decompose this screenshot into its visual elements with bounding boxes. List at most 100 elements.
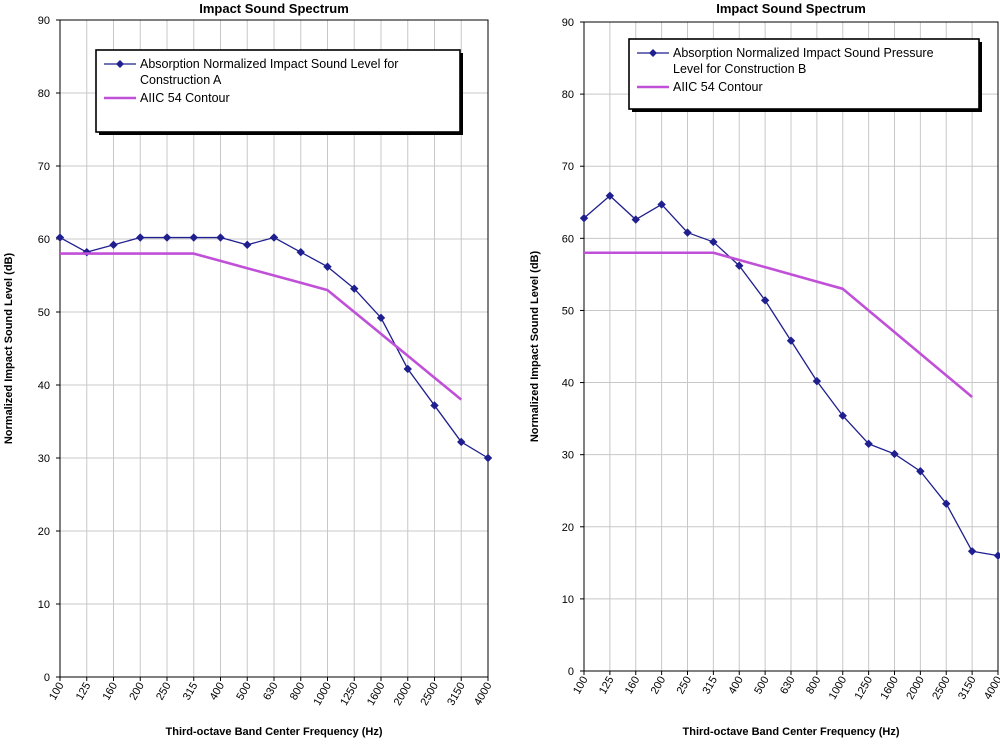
- y-tick-label: 0: [44, 672, 50, 684]
- x-tick-label: 160: [101, 681, 121, 703]
- contour-line: [584, 251, 973, 398]
- x-tick-label: 1250: [338, 681, 361, 708]
- x-tick-label: 630: [778, 675, 798, 697]
- x-axis-label: Third-octave Band Center Frequency (Hz): [683, 726, 900, 738]
- legend-entry-text: Absorption Normalized Impact Sound Press…: [673, 46, 934, 60]
- x-tick-label: 200: [649, 675, 669, 697]
- x-tick-label: 800: [804, 675, 824, 697]
- data-point: [430, 401, 439, 410]
- x-tick-label: 250: [154, 681, 174, 703]
- x-tick-label: 2500: [418, 681, 441, 708]
- data-point: [350, 284, 359, 293]
- y-tick-label: 10: [38, 599, 50, 611]
- data-point: [216, 233, 225, 242]
- data-point: [812, 376, 822, 386]
- data-point: [657, 200, 666, 209]
- data-point: [136, 233, 145, 242]
- y-tick-label: 10: [562, 594, 574, 606]
- data-point: [993, 551, 1000, 560]
- legend: Absorption Normalized Impact Sound Level…: [95, 49, 463, 135]
- x-tick-label: 315: [700, 675, 720, 697]
- contour-line: [60, 252, 463, 401]
- chart-construction-b: Impact Sound Spectrum 0 10 20 30 40 50 60 70 80 90…: [520, 0, 1000, 741]
- x-tick-label: 125: [74, 681, 94, 703]
- y-tick-label: 80: [562, 89, 574, 101]
- legend-box: [95, 49, 461, 133]
- y-tick-label: 80: [38, 88, 50, 100]
- y-tick-label: 40: [38, 380, 50, 392]
- chart-construction-a: Impact Sound Spectrum 0 10 20 30 40 50 60 70 80 90…: [0, 0, 500, 741]
- x-tick-label: 315: [181, 681, 201, 703]
- x-tick-label: 250: [675, 675, 695, 697]
- data-point: [162, 233, 172, 242]
- y-tick-label: 50: [562, 305, 574, 317]
- y-tick-label: 0: [568, 666, 574, 678]
- y-tick-label: 50: [38, 307, 50, 319]
- data-point: [376, 313, 386, 323]
- x-tick-label: 800: [288, 681, 308, 703]
- x-tick-label: 4000: [982, 675, 1000, 702]
- x-tick-label: 630: [261, 681, 281, 703]
- data-point: [243, 240, 252, 250]
- legend-entry-text: Absorption Normalized Impact Sound Level…: [140, 57, 398, 71]
- data-point: [605, 191, 615, 200]
- data-point: [683, 228, 692, 237]
- series-measured: [55, 233, 493, 463]
- x-tick-label: 160: [623, 675, 643, 697]
- legend-swatch-marker: [649, 49, 657, 57]
- data-point: [786, 336, 796, 345]
- series-aiic-contour: [60, 252, 463, 401]
- x-tick-label: 500: [234, 681, 254, 703]
- y-tick-label: 40: [562, 378, 574, 390]
- x-tick-label: 500: [752, 675, 772, 697]
- x-tick-label: 1250: [853, 675, 876, 702]
- legend-box: [628, 38, 980, 110]
- legend-swatch-marker: [116, 60, 124, 68]
- x-tick-label: 1000: [311, 681, 334, 708]
- chart-title: Impact Sound Spectrum: [199, 1, 349, 16]
- x-tick-label: 400: [208, 681, 228, 703]
- x-tick-label: 2000: [392, 681, 415, 708]
- x-tick-label: 1000: [827, 675, 850, 702]
- x-tick-label: 2000: [904, 675, 927, 702]
- x-tick-label: 400: [726, 675, 746, 697]
- x-tick-label: 1600: [878, 675, 901, 702]
- y-tick-label: 60: [38, 234, 50, 246]
- data-point: [189, 233, 198, 242]
- x-tick-label: 1600: [365, 681, 388, 708]
- data-point: [760, 296, 770, 305]
- data-point: [82, 247, 91, 257]
- data-point: [457, 437, 466, 447]
- y-tick-label: 20: [562, 522, 574, 534]
- data-point: [735, 261, 744, 270]
- y-tick-label: 90: [562, 17, 574, 29]
- data-point: [579, 213, 589, 223]
- data-point: [916, 467, 925, 476]
- series-measured: [579, 191, 1000, 560]
- x-tick-label: 4000: [472, 681, 495, 708]
- data-point: [709, 237, 718, 247]
- data-point: [942, 499, 951, 508]
- data-point: [55, 233, 65, 242]
- data-point: [109, 240, 118, 250]
- data-point: [269, 233, 279, 242]
- legend-entry-text: AIIC 54 Contour: [140, 91, 230, 105]
- data-point: [967, 547, 977, 556]
- data-point: [838, 411, 847, 420]
- y-axis-label: Normalized Impact Sound Level (dB): [3, 253, 15, 445]
- legend: Absorption Normalized Impact Sound Press…: [628, 38, 982, 112]
- x-tick-label: 125: [597, 675, 617, 697]
- data-point: [296, 247, 305, 257]
- grid-lines: [583, 21, 999, 672]
- chart-construction-b-svg: Impact Sound Spectrum 0 10 20 30 40 50 60 70 80 90…: [529, 1, 1000, 738]
- y-tick-label: 30: [38, 453, 50, 465]
- y-tick-label: 60: [562, 233, 574, 245]
- y-tick-label: 90: [38, 15, 50, 27]
- y-tick-label: 20: [38, 526, 50, 538]
- y-tick-label: 70: [562, 161, 574, 173]
- x-tick-label: 3150: [445, 681, 468, 708]
- x-axis-label: Third-octave Band Center Frequency (Hz): [166, 726, 383, 738]
- x-tick-label: 2500: [930, 675, 953, 702]
- data-point: [864, 439, 873, 449]
- data-point: [631, 215, 640, 224]
